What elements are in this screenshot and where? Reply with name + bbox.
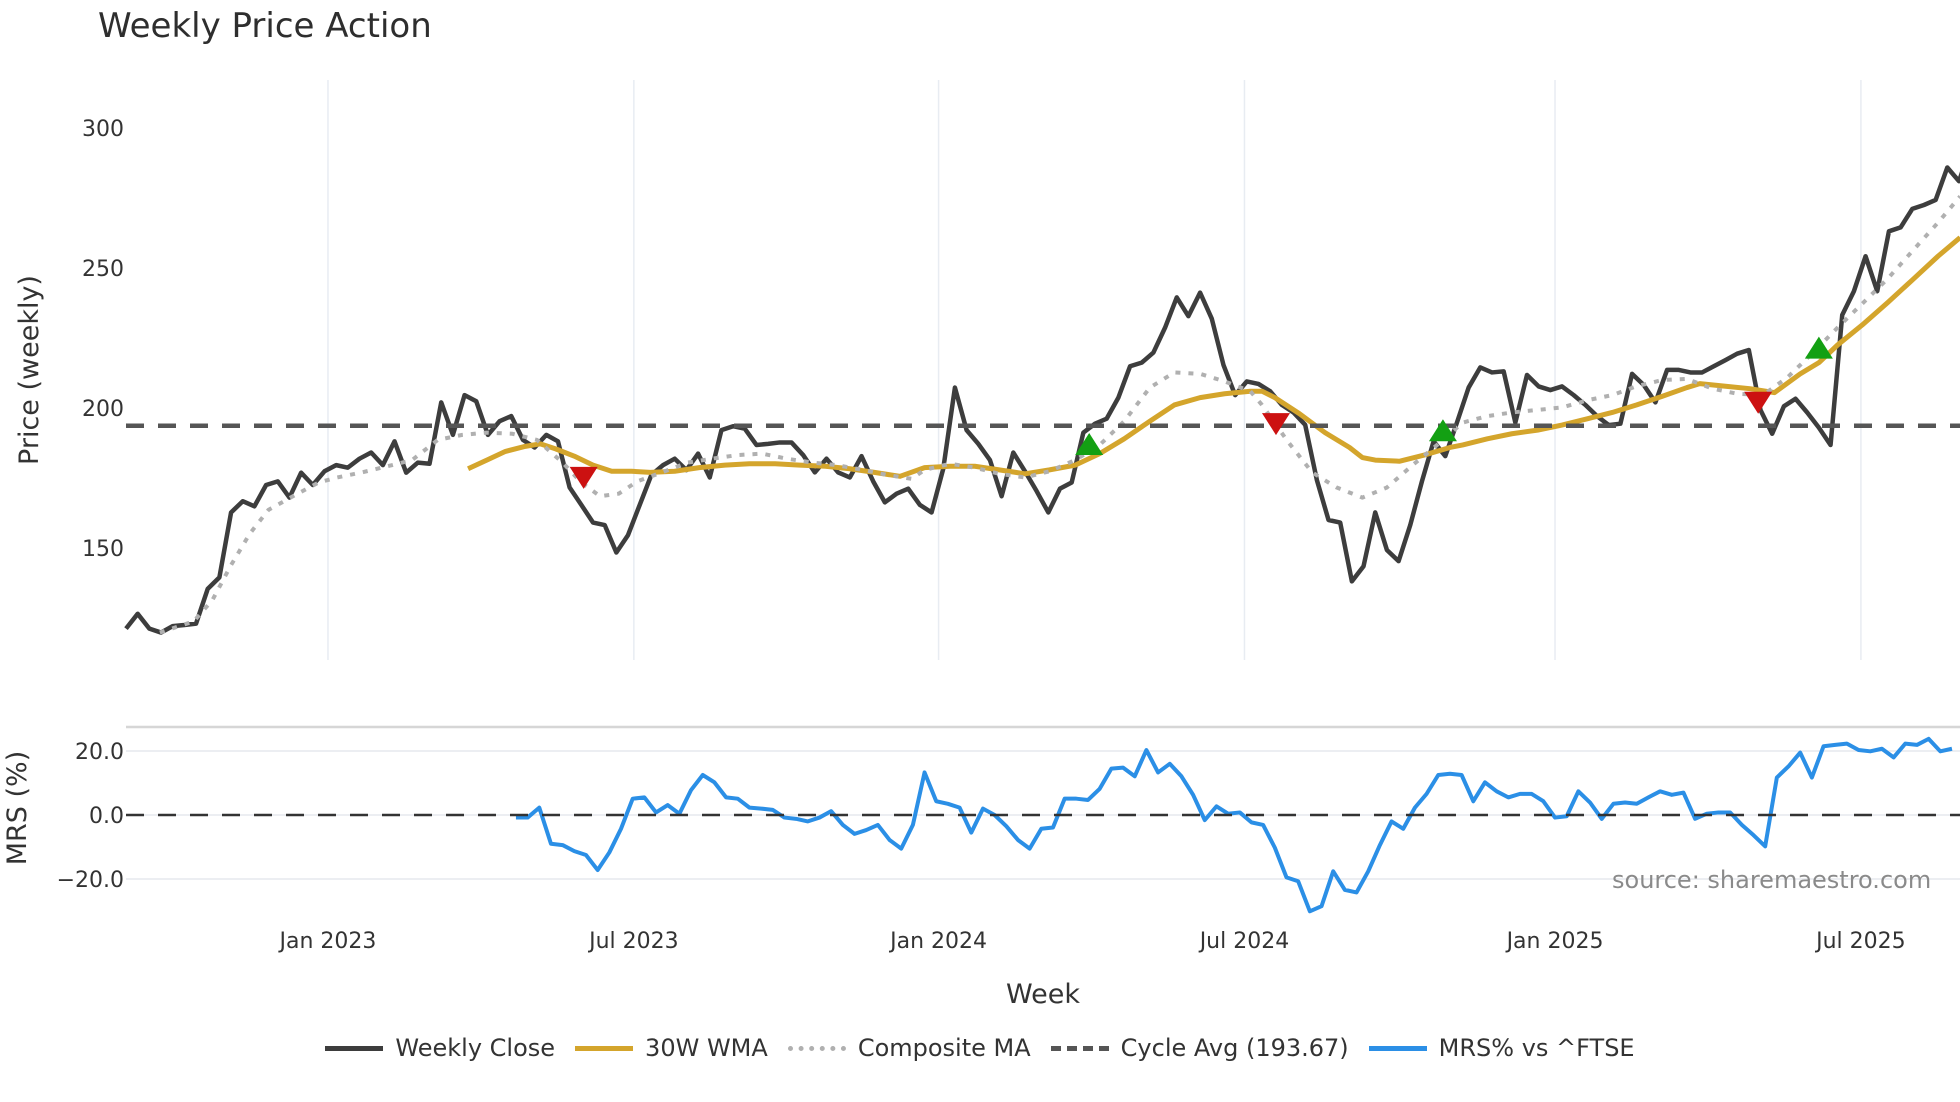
- sell-signal-icon: [1744, 391, 1773, 414]
- y-tick-label: 150: [82, 537, 124, 562]
- legend-item[interactable]: Composite MA: [787, 1034, 1031, 1062]
- legend: Weekly Close 30W WMA Composite MA Cycle Avg…: [0, 1034, 1960, 1062]
- legend-item[interactable]: 30W WMA: [575, 1034, 768, 1062]
- y-tick-label: 200: [82, 397, 124, 422]
- y-axis-title: MRS (%): [2, 751, 33, 866]
- x-tick-label: Jan 2024: [888, 929, 987, 954]
- x-tick-label: Jul 2025: [1814, 929, 1906, 954]
- legend-swatch-icon: [787, 1045, 846, 1051]
- legend-label: MRS% vs ^FTSE: [1438, 1034, 1635, 1062]
- legend-swatch-icon: [325, 1045, 384, 1051]
- x-tick-label: Jan 2023: [278, 929, 377, 954]
- legend-label: Weekly Close: [395, 1034, 556, 1062]
- x-axis-title: Week: [1006, 979, 1080, 1010]
- sell-signal-icon: [569, 466, 598, 489]
- buy-signal-icon: [1804, 336, 1833, 359]
- composite-ma-line: [159, 195, 1960, 635]
- 30w-wma-line: [467, 235, 1960, 479]
- y-tick-label: 0.0: [89, 804, 124, 829]
- x-tick-label: Jul 2023: [587, 929, 679, 954]
- chart-title: Weekly Price Action: [98, 6, 432, 46]
- legend-label: Cycle Avg (193.67): [1120, 1034, 1349, 1062]
- y-tick-label: 20.0: [75, 740, 124, 765]
- buy-signal-icon: [1075, 432, 1104, 455]
- y-tick-label: 250: [82, 257, 124, 282]
- legend-item[interactable]: MRS% vs ^FTSE: [1368, 1034, 1635, 1062]
- weekly-close-line: [124, 165, 1960, 635]
- sell-signal-icon: [1261, 413, 1290, 436]
- y-tick-label: −20.0: [57, 868, 124, 893]
- legend-swatch-icon: [1368, 1045, 1427, 1051]
- mrs-line: [515, 736, 1953, 914]
- x-tick-label: Jan 2025: [1505, 929, 1604, 954]
- legend-item[interactable]: Weekly Close: [325, 1034, 555, 1062]
- x-tick-label: Jul 2024: [1198, 929, 1290, 954]
- legend-swatch-icon: [1050, 1045, 1109, 1051]
- y-axis-title: Price (weekly): [14, 275, 45, 465]
- source-label: source: sharemaestro.com: [1612, 866, 1932, 894]
- price-panel: 150 200 250 300 Price (weekly): [14, 80, 1960, 660]
- buy-signal-icon: [1428, 419, 1457, 442]
- legend-swatch-icon: [575, 1045, 634, 1051]
- x-axis: Jan 2023 Jul 2023 Jan 2024 Jul 2024 Jan 2025…: [278, 929, 1906, 1010]
- y-tick-label: 300: [82, 117, 124, 142]
- legend-label: Composite MA: [857, 1034, 1031, 1062]
- legend-item[interactable]: Cycle Avg (193.67): [1050, 1034, 1349, 1062]
- legend-label: 30W WMA: [645, 1034, 768, 1062]
- mrs-panel: 20.0 0.0 −20.0 MRS (%): [2, 725, 1960, 914]
